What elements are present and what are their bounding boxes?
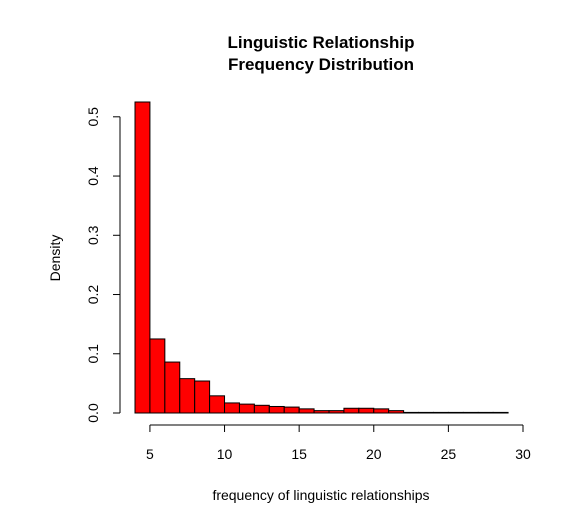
x-axis: 5 10 15 20 25 30 <box>146 424 531 462</box>
chart-title: Linguistic Relationship Frequency Distri… <box>227 33 414 74</box>
histogram-bar <box>298 408 315 414</box>
histogram-bar <box>134 101 151 414</box>
x-axis-label: frequency of linguistic relationships <box>212 487 429 503</box>
histogram-bar <box>418 411 434 414</box>
chart-title-line-1: Linguistic Relationship <box>227 33 414 52</box>
y-tick-label: 0.1 <box>85 344 101 364</box>
x-tick-label: 5 <box>146 446 154 462</box>
x-tick-label: 25 <box>441 446 457 462</box>
x-tick-label: 30 <box>515 446 531 462</box>
chart-title-line-2: Frequency Distribution <box>228 55 414 74</box>
histogram-bar <box>358 407 375 414</box>
histogram-bar <box>492 411 509 414</box>
histogram-bar <box>224 402 240 414</box>
histogram-bars <box>134 101 509 414</box>
histogram-bar <box>462 411 479 414</box>
histogram-bar <box>149 338 166 414</box>
histogram-bar <box>164 361 181 414</box>
histogram-bar <box>179 378 196 414</box>
histogram-bar <box>432 411 449 414</box>
y-tick-label: 0.2 <box>85 285 101 305</box>
y-axis: 0.0 0.1 0.2 0.3 0.4 0.5 <box>85 107 121 423</box>
y-tick-label: 0.4 <box>85 166 101 186</box>
histogram-bar <box>328 410 345 414</box>
histogram-bar <box>268 405 285 414</box>
x-tick-label: 15 <box>291 446 307 462</box>
histogram-bar <box>253 404 270 414</box>
histogram-bar <box>313 410 330 414</box>
histogram-bar <box>403 411 420 414</box>
x-tick-label: 10 <box>217 446 233 462</box>
histogram-bar <box>343 407 360 414</box>
y-tick-label: 0.3 <box>85 225 101 245</box>
histogram-bar <box>388 410 405 414</box>
x-tick-label: 20 <box>366 446 382 462</box>
y-axis-label: Density <box>47 235 63 282</box>
histogram-bar <box>209 395 226 414</box>
histogram-bar <box>477 411 494 414</box>
y-tick-label: 0.5 <box>85 107 101 127</box>
histogram-bar <box>447 411 464 414</box>
histogram-bar <box>238 403 255 414</box>
histogram-bar <box>194 380 211 414</box>
histogram-bar <box>373 408 390 414</box>
y-tick-label: 0.0 <box>85 403 101 423</box>
histogram-bar <box>283 406 300 414</box>
